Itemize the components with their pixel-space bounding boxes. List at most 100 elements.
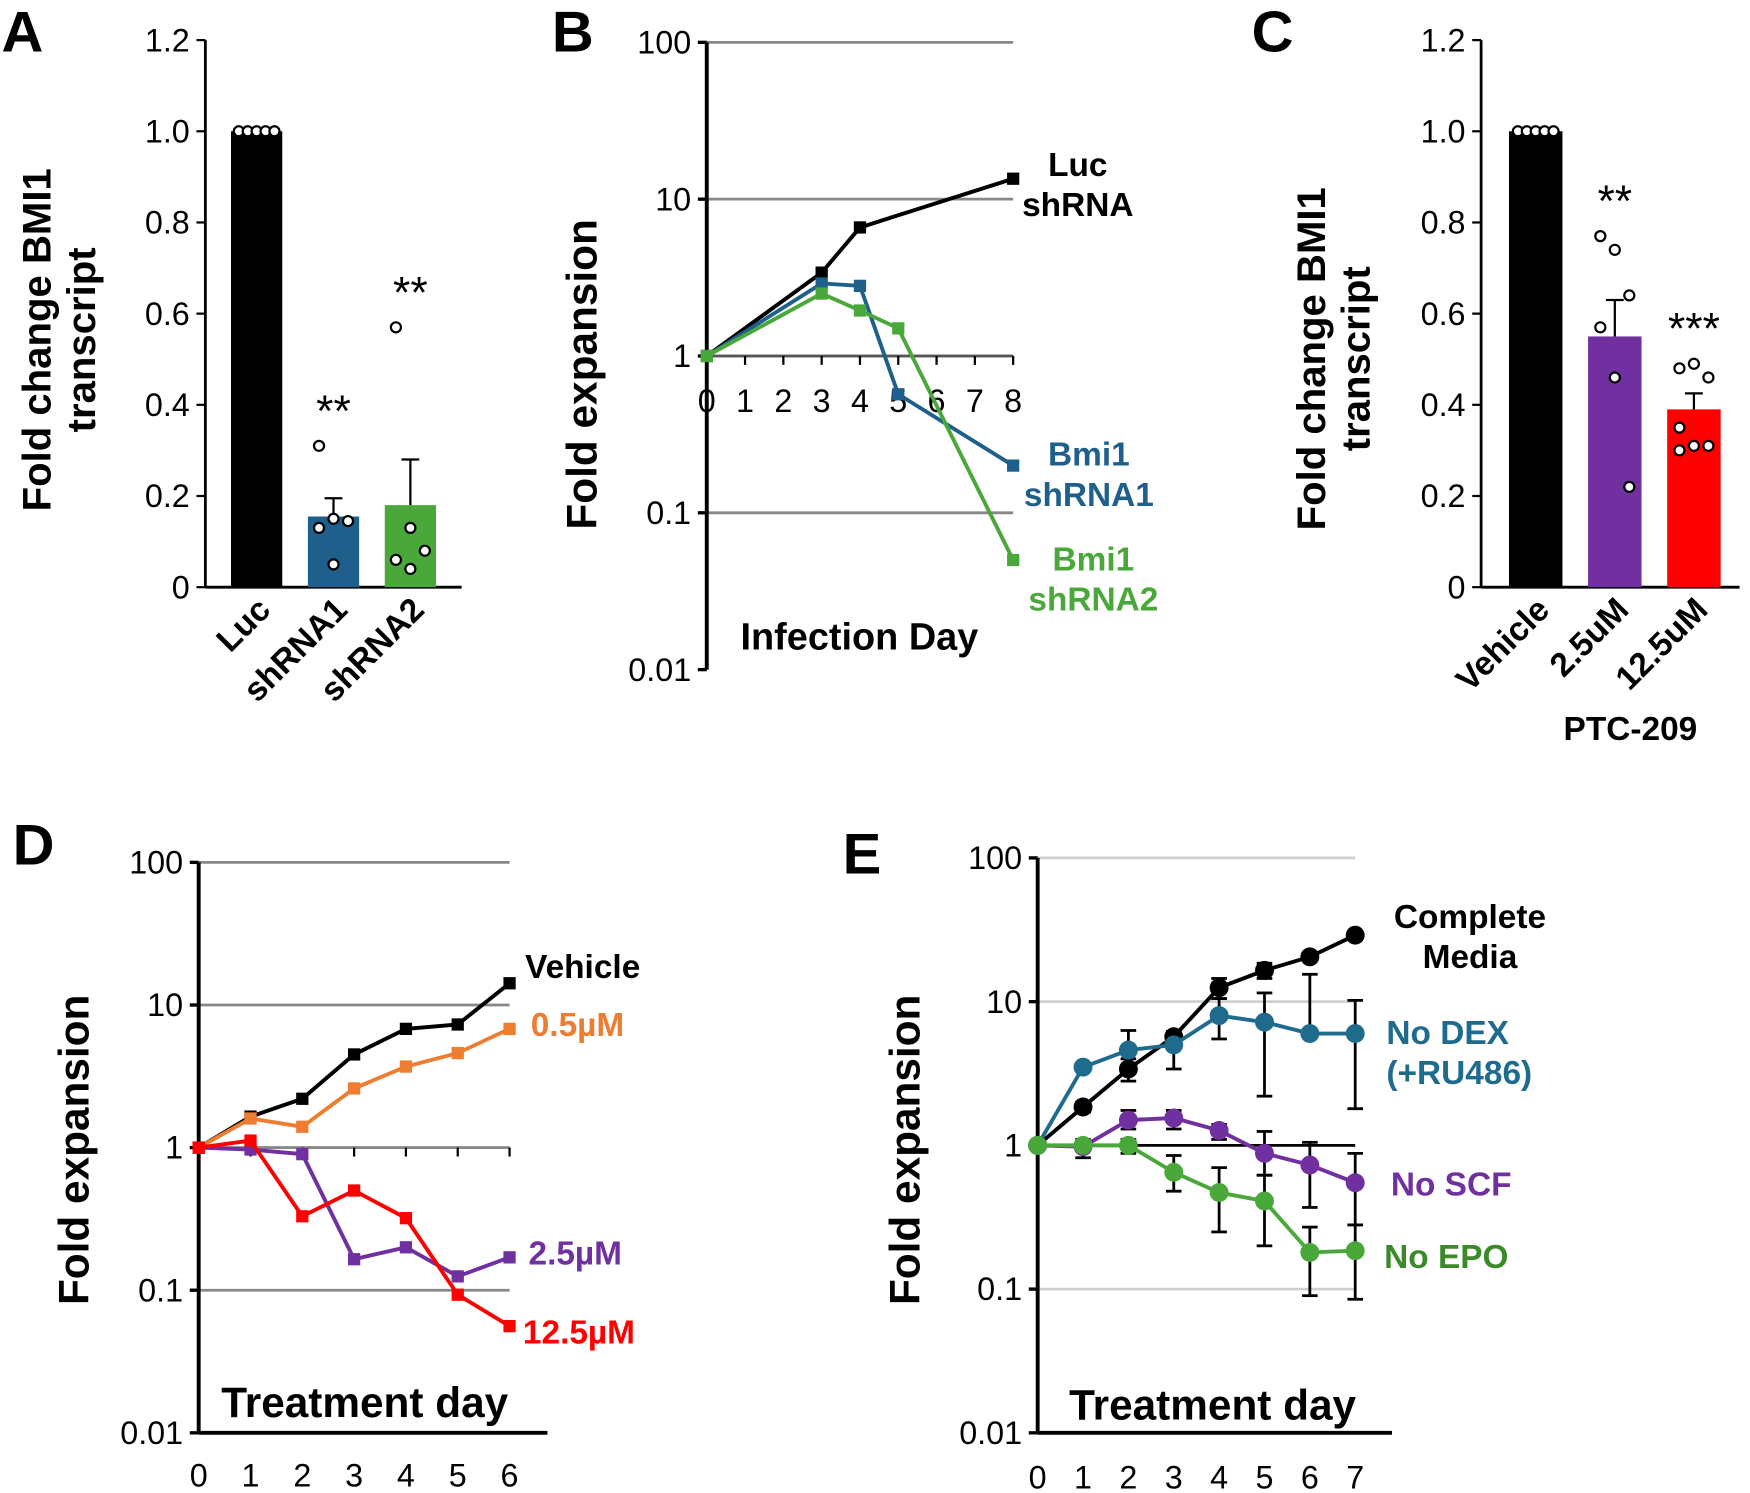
series-label: (+RU486) xyxy=(1386,1055,1532,1092)
data-point xyxy=(296,1092,309,1105)
y-tick-label: 10 xyxy=(986,984,1022,1020)
bar-Luc xyxy=(231,131,283,588)
x-tick-label: 6 xyxy=(1301,1460,1319,1493)
data-point xyxy=(1209,1006,1229,1026)
y-axis-label: Fold change BMI1 xyxy=(16,168,60,511)
y-axis-label: Fold expansion xyxy=(558,219,605,529)
x-tick-label: 3 xyxy=(813,383,831,419)
chart-a: 0 0.2 0.4 0.6 0.8 1.0 1.2 Fold change BMI1 trans… xyxy=(16,22,462,709)
data-point xyxy=(1007,172,1020,185)
y-tick-label: 10 xyxy=(147,987,183,1023)
x-tick-label: 0 xyxy=(698,383,716,419)
y-tick-label: 0.01 xyxy=(120,1415,183,1451)
data-point xyxy=(503,977,516,990)
data-point xyxy=(1345,1241,1365,1261)
data-point xyxy=(451,1288,464,1301)
data-point xyxy=(815,287,828,300)
data-point xyxy=(1209,1183,1229,1202)
data-point xyxy=(853,279,867,292)
data-point xyxy=(815,266,828,279)
data-point xyxy=(1073,1057,1093,1077)
y-tick-label: 0.8 xyxy=(1421,205,1466,241)
y-tick-label: 10 xyxy=(655,181,691,217)
data-point xyxy=(192,1141,205,1154)
y-tick-label: 0.8 xyxy=(145,205,190,241)
series-label: No SCF xyxy=(1391,1167,1512,1204)
y-axis-label: Fold expansion xyxy=(882,995,929,1305)
data-point xyxy=(296,1210,309,1223)
data-point xyxy=(1209,1120,1229,1140)
series-no-epo: No EPO xyxy=(1028,1135,1509,1301)
series-label: shRNA1 xyxy=(1024,477,1154,514)
y-axis-label: Fold expansion xyxy=(50,995,97,1305)
x-tick-label: 1 xyxy=(242,1457,260,1493)
data-point xyxy=(399,1022,413,1036)
data-point xyxy=(1547,125,1560,138)
x-tick-label: 2 xyxy=(293,1457,311,1493)
data-point xyxy=(399,1212,413,1225)
data-point xyxy=(1164,1035,1184,1055)
data-point xyxy=(312,439,326,452)
data-point xyxy=(892,388,905,401)
x-tick-label: 7 xyxy=(966,383,984,419)
significance-marker: ** xyxy=(316,387,351,436)
data-point xyxy=(1007,553,1020,567)
data-point xyxy=(503,1251,516,1264)
panel-label-d: D xyxy=(13,814,55,878)
y-tick-label: 0.2 xyxy=(145,478,190,514)
y-tick-label: 0.01 xyxy=(628,652,691,688)
y-tick-label: 0 xyxy=(172,569,190,605)
group-label: PTC-209 xyxy=(1564,711,1698,748)
data-point xyxy=(451,1018,464,1031)
data-point xyxy=(853,304,867,317)
data-point xyxy=(1345,1173,1365,1193)
y-tick-label: 100 xyxy=(129,845,183,881)
data-point xyxy=(1007,459,1020,472)
series-bmi1-shrna2: Bmi1 shRNA2 xyxy=(700,287,1158,619)
y-axis-label: Fold change BMI1 xyxy=(1290,187,1334,530)
panel-label-b: B xyxy=(552,0,594,64)
x-axis-label: Infection Day xyxy=(740,617,978,659)
data-point xyxy=(503,1320,516,1333)
panel-label-c: C xyxy=(1252,0,1294,64)
series-0-5-m: 0.5µM xyxy=(192,1007,624,1154)
y-tick-label: 1.0 xyxy=(145,113,190,149)
data-point xyxy=(399,1241,413,1254)
series-label: Vehicle xyxy=(525,949,640,986)
y-tick-label: 1 xyxy=(165,1130,183,1166)
data-point xyxy=(399,1060,413,1073)
y-tick-label: 1 xyxy=(1004,1128,1022,1164)
y-tick-label: 1.0 xyxy=(1421,113,1466,149)
y-tick-label: 100 xyxy=(637,24,691,60)
y-tick-label: 0.4 xyxy=(1421,387,1466,423)
y-tick-label: 100 xyxy=(968,840,1022,876)
data-point xyxy=(1594,230,1607,243)
x-tick-label: 5 xyxy=(449,1457,467,1493)
y-axis-label: transcript xyxy=(60,247,104,432)
series-line xyxy=(705,176,1014,358)
data-point xyxy=(1673,362,1686,375)
data-point xyxy=(1209,978,1229,998)
data-point xyxy=(1118,1135,1138,1155)
significance-marker: *** xyxy=(1668,305,1720,354)
data-point xyxy=(389,553,403,566)
series-label: No DEX xyxy=(1386,1015,1509,1052)
data-point xyxy=(244,1112,257,1125)
data-point xyxy=(347,1082,361,1095)
data-point xyxy=(1300,1155,1320,1175)
data-point xyxy=(1255,960,1274,980)
x-tick-label: 0 xyxy=(1029,1460,1047,1493)
data-point xyxy=(1028,1135,1048,1155)
data-point xyxy=(1164,1108,1184,1128)
data-point xyxy=(296,1120,309,1133)
y-tick-label: 0.01 xyxy=(959,1415,1022,1451)
data-point xyxy=(1164,1162,1184,1182)
series-label: Bmi1 xyxy=(1048,437,1130,474)
y-tick-label: 1 xyxy=(673,338,691,374)
data-point xyxy=(1673,444,1686,457)
